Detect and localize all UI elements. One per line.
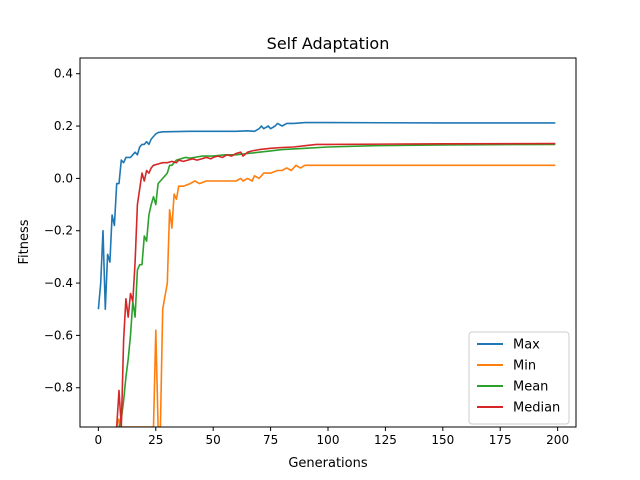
- y-axis-label: Fitness: [17, 219, 32, 264]
- legend-label-max: Max: [513, 338, 540, 353]
- legend-label-mean: Mean: [513, 380, 548, 395]
- x-tick-label: 125: [374, 433, 397, 447]
- x-tick-label: 100: [317, 433, 340, 447]
- x-tick-label: 50: [206, 433, 221, 447]
- series-layer: [97, 121, 556, 427]
- series-line-mean: [118, 143, 556, 427]
- y-tick-label: 0.0: [54, 171, 73, 185]
- x-tick-label: 75: [263, 433, 278, 447]
- y-tick-label: −0.4: [44, 276, 73, 290]
- series-line-min: [115, 164, 556, 427]
- y-axis: −0.8 −0.6 −0.4 −0.2 0.0 0.2 0.4: [44, 67, 80, 395]
- series-line-median: [115, 142, 556, 427]
- y-tick-label: −0.2: [44, 224, 73, 238]
- legend-label-min: Min: [513, 359, 536, 374]
- x-tick-label: 175: [489, 433, 512, 447]
- y-tick-label: −0.8: [44, 381, 73, 395]
- legend-label-median: Median: [513, 401, 560, 416]
- legend-box: [468, 331, 570, 425]
- x-tick-label: 200: [546, 433, 569, 447]
- legend: Max Min Mean Median: [468, 331, 570, 425]
- y-tick-label: 0.2: [54, 119, 73, 133]
- y-tick-label: −0.6: [44, 328, 73, 342]
- series-line-max: [97, 121, 556, 311]
- x-tick-label: 150: [431, 433, 454, 447]
- chart-title: Self Adaptation: [267, 34, 390, 53]
- x-axis-label: Generations: [288, 456, 368, 471]
- x-axis: 0 25 50 75 100 125 150 175 200: [95, 427, 569, 447]
- x-tick-label: 25: [148, 433, 163, 447]
- y-tick-label: 0.4: [54, 67, 73, 81]
- x-tick-label: 0: [95, 433, 103, 447]
